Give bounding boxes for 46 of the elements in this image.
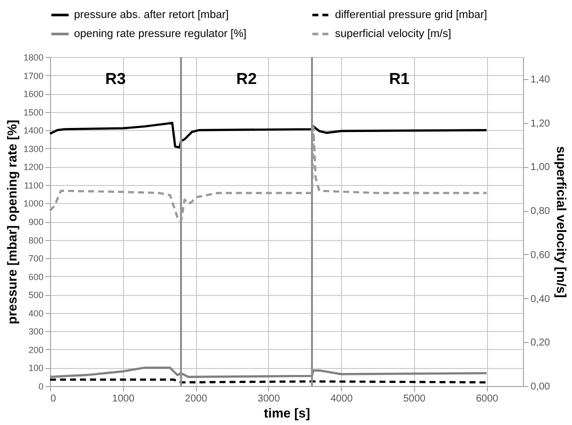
y-tick-label: 1500 [23, 107, 44, 118]
x-tick-label: 4000 [330, 394, 354, 404]
y-axis-title: pressure [mbar] opening rate [%] [4, 120, 20, 324]
x-tick-label: 3000 [258, 394, 280, 404]
y-tick-label: 600 [28, 272, 44, 282]
y-tick-label: 1800 [23, 52, 44, 62]
x-axis-title: time [s] [264, 406, 310, 420]
y2-tick-label: 1,40 [530, 74, 550, 86]
y2-tick-label: 0,40 [530, 294, 550, 305]
y-tick-label: 1000 [23, 198, 44, 209]
x-tick-label: 1000 [112, 394, 135, 404]
y-tick-label: 700 [28, 254, 44, 264]
legend-label: differential pressure grid [mbar] [335, 9, 488, 21]
y-tick-label: 1700 [23, 70, 44, 81]
y2-axis-title: superficial velocity [m/s] [554, 146, 569, 298]
y-tick-label: 1100 [24, 180, 44, 190]
y2-tick-label: 1,00 [530, 162, 550, 174]
annotation: R1 [389, 71, 410, 88]
y-tick-label: 500 [28, 290, 44, 300]
y-tick-label: 1300 [23, 144, 44, 154]
y-tick-label: 200 [28, 344, 44, 355]
x-tick-label: 2000 [184, 394, 208, 404]
y2-tick-label: 0,80 [530, 206, 550, 218]
y-tick-label: 300 [28, 326, 44, 337]
line-series [48, 122, 488, 149]
legend-label: opening rate pressure regulator [%] [74, 28, 246, 40]
y-tick-label: 1600 [23, 89, 44, 100]
y2-tick-label: 0,00 [530, 382, 550, 392]
y-tick-label: 400 [28, 308, 44, 318]
y2-tick-label: 1,20 [530, 118, 550, 130]
x-tick-label: 6000 [476, 394, 499, 404]
y-tick-label: 0 [38, 382, 44, 392]
y-tick-label: 1400 [23, 126, 44, 136]
legend-label: pressure abs. after retort [mbar] [74, 9, 229, 21]
annotation: R3 [105, 71, 126, 88]
y-tick-label: 100 [28, 363, 44, 374]
y2-tick-label: 0,60 [530, 250, 550, 261]
annotation: R2 [236, 71, 257, 88]
x-tick-label: 0 [50, 394, 56, 404]
legend-label: superficial velocity [m/s] [335, 28, 452, 40]
y-tick-label: 900 [28, 217, 44, 227]
line-series [48, 366, 488, 378]
y-tick-label: 1200 [23, 162, 44, 172]
y-tick-label: 800 [28, 235, 44, 246]
x-tick-label: 5000 [403, 394, 426, 404]
y2-tick-label: 0,20 [530, 338, 550, 349]
